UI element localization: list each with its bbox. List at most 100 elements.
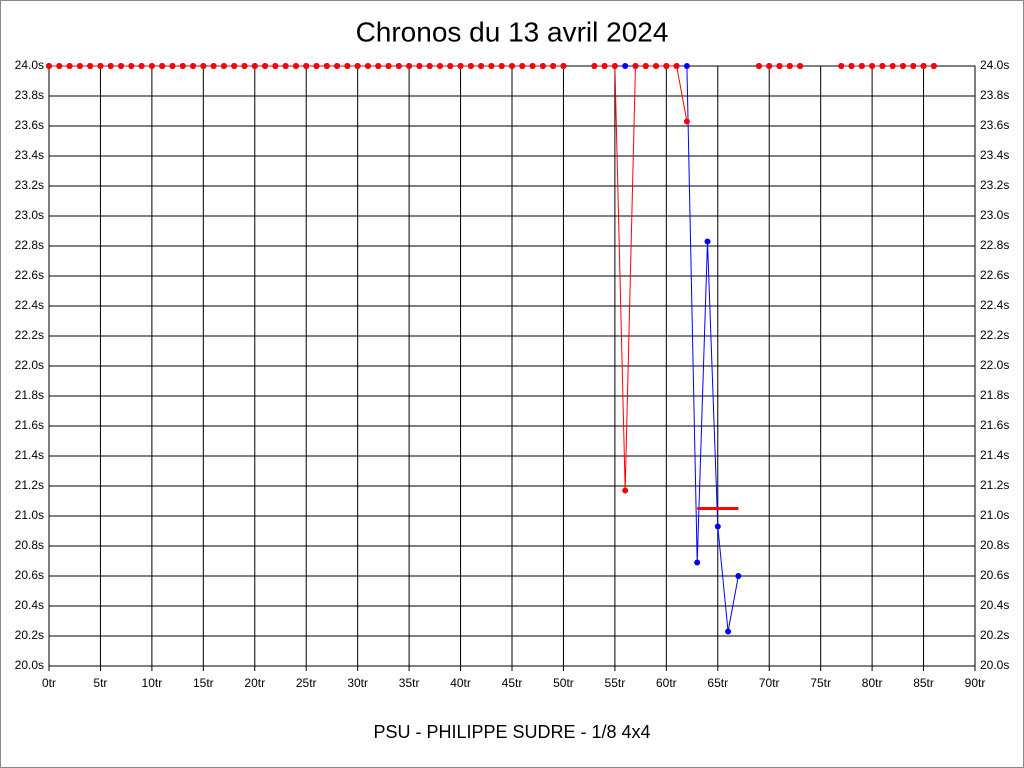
point <box>879 63 886 69</box>
y-tick-label: 21.2s <box>15 478 44 492</box>
x-tick-label: 50tr <box>553 676 574 690</box>
y2-tick-label: 23.6s <box>980 118 1009 132</box>
point <box>292 63 299 69</box>
point <box>632 63 639 69</box>
point <box>97 63 104 69</box>
chart-title: Chronos du 13 avril 2024 <box>356 16 669 47</box>
x-axis-label: PSU - PHILIPPE SUDRE - 1/8 4x4 <box>373 722 650 742</box>
point <box>704 238 711 245</box>
point <box>601 63 608 69</box>
y-tick-label: 22.8s <box>15 238 44 252</box>
point <box>498 63 505 69</box>
point <box>179 63 186 69</box>
y-tick-label: 20.8s <box>15 538 44 552</box>
x-tick-label: 65tr <box>707 676 728 690</box>
point <box>735 573 742 579</box>
point <box>138 63 145 69</box>
y-tick-label: 23.0s <box>15 208 44 222</box>
y-tick-label: 22.2s <box>15 328 44 342</box>
point <box>560 63 567 69</box>
point <box>457 63 464 69</box>
point <box>354 63 361 69</box>
y2-tick-label: 23.8s <box>980 88 1009 102</box>
point <box>755 63 762 69</box>
y-tick-label: 22.0s <box>15 358 44 372</box>
point <box>642 63 649 69</box>
point <box>838 63 845 69</box>
y2-tick-label: 22.6s <box>980 268 1009 282</box>
y2-tick-label: 23.4s <box>980 148 1009 162</box>
point <box>509 63 515 69</box>
x-tick-label: 10tr <box>142 676 163 690</box>
y2-tick-label: 20.2s <box>980 628 1009 642</box>
point <box>714 523 721 530</box>
point <box>663 63 670 69</box>
y-tick-label: 23.8s <box>15 88 44 102</box>
point <box>241 63 248 69</box>
point <box>385 63 392 69</box>
point <box>231 63 238 69</box>
y2-tick-label: 20.8s <box>980 538 1009 552</box>
series-line <box>594 65 688 491</box>
point <box>899 63 906 69</box>
x-tick-label: 15tr <box>193 676 214 690</box>
point <box>869 63 876 69</box>
point <box>159 63 166 69</box>
y2-tick-label: 21.6s <box>980 418 1009 432</box>
x-tick-label: 80tr <box>862 676 883 690</box>
x-tick-label: 5tr <box>93 676 107 690</box>
point <box>683 63 690 69</box>
point <box>478 63 485 69</box>
point <box>910 63 917 69</box>
point <box>848 63 855 69</box>
point <box>858 63 865 69</box>
point <box>653 63 660 69</box>
point <box>56 63 63 69</box>
y2-tick-label: 20.0s <box>980 658 1009 672</box>
point <box>169 63 176 69</box>
y-tick-label: 20.0s <box>15 658 44 672</box>
point <box>776 63 783 69</box>
point <box>488 63 495 69</box>
x-tick-label: 90tr <box>965 676 986 690</box>
point <box>303 63 310 69</box>
x-tick-label: 55tr <box>605 676 626 690</box>
point <box>447 63 454 69</box>
point <box>622 487 629 494</box>
y-tick-label: 21.4s <box>15 448 44 462</box>
point <box>436 63 443 69</box>
point <box>107 63 114 69</box>
y2-tick-label: 23.2s <box>980 178 1009 192</box>
point <box>673 63 680 69</box>
x-tick-label: 20tr <box>244 676 265 690</box>
x-tick-label: 75tr <box>810 676 831 690</box>
y2-tick-label: 21.0s <box>980 508 1009 522</box>
point <box>128 63 135 69</box>
y2-tick-label: 21.8s <box>980 388 1009 402</box>
point <box>683 118 690 125</box>
point <box>87 63 94 69</box>
y-tick-label: 21.0s <box>15 508 44 522</box>
point <box>190 63 197 69</box>
point <box>395 63 402 69</box>
point <box>364 63 371 69</box>
x-tick-label: 35tr <box>399 676 420 690</box>
point <box>323 63 330 69</box>
point <box>406 63 413 69</box>
point <box>282 63 289 69</box>
x-tick-label: 25tr <box>296 676 317 690</box>
point <box>251 63 258 69</box>
point <box>611 63 618 69</box>
point <box>889 63 896 69</box>
y2-tick-label: 22.2s <box>980 328 1009 342</box>
point <box>118 63 125 69</box>
point <box>694 559 701 566</box>
y-tick-label: 21.6s <box>15 418 44 432</box>
y2-tick-label: 21.2s <box>980 478 1009 492</box>
point <box>930 63 937 69</box>
x-tick-label: 40tr <box>450 676 471 690</box>
point <box>622 63 629 69</box>
point <box>46 63 52 69</box>
point <box>550 63 557 69</box>
